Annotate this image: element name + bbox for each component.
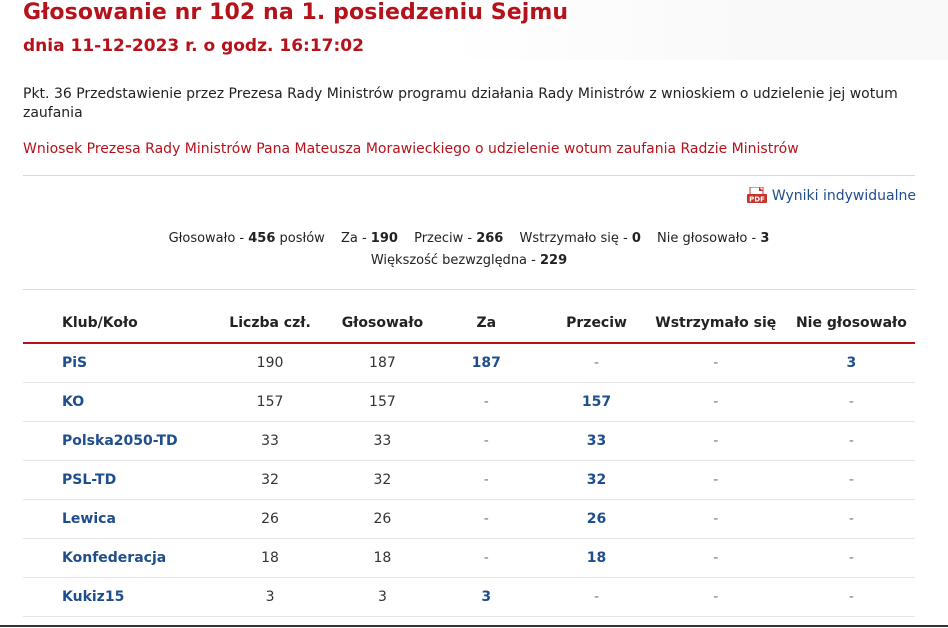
cell-absent: - [787, 460, 915, 500]
cell-abstain: - [643, 421, 788, 461]
cell-for[interactable]: 3 [423, 577, 550, 617]
club-link[interactable]: KO [23, 382, 199, 422]
bottom-border [0, 625, 948, 627]
table-row: Kukiz15 3 3 3- - - [23, 577, 915, 617]
cell-against[interactable]: 26 [549, 499, 644, 539]
abstain-value: 0 [631, 231, 641, 246]
page-title: Głosowanie nr 102 na 1. posiedzeniu Sejm… [23, 0, 569, 25]
cell-against[interactable]: 33 [549, 421, 644, 461]
cell-against[interactable]: 157 [549, 382, 644, 422]
abstain-label: Wstrzymało się - [519, 231, 628, 246]
club-link[interactable]: Lewica [23, 499, 199, 539]
cell-abstain: - [643, 499, 788, 539]
agenda-item-text: Pkt. 36 Przedstawienie przez Prezesa Rad… [23, 86, 898, 121]
club-link[interactable]: Kukiz15 [23, 577, 199, 617]
cell-voted: 157 [341, 382, 424, 422]
cell-members: 26 [198, 499, 342, 539]
cell-against: - [549, 577, 644, 617]
column-header-abstain[interactable]: Wstrzymało się [643, 303, 788, 344]
cell-voted: 33 [341, 421, 424, 461]
table-row: Konfederacja 18 18-18- - [23, 538, 915, 578]
cell-voted: 26 [341, 499, 424, 539]
cell-abstain: - [643, 577, 788, 617]
cell-voted: 187 [341, 343, 424, 383]
individual-results-pdf-link[interactable]: PDF Wyniki indywidualne [746, 186, 916, 205]
club-link[interactable]: PiS [23, 343, 199, 383]
cell-members: 33 [198, 421, 342, 461]
cell-members: 3 [198, 577, 342, 617]
for-value: 190 [370, 231, 398, 246]
voted-label: Głosowało - [168, 231, 245, 246]
cell-for: - [423, 421, 550, 461]
cell-absent[interactable]: 3 [787, 343, 915, 383]
cell-members: 32 [198, 460, 342, 500]
cell-voted: 3 [341, 577, 424, 617]
voted-suffix: posłów [279, 231, 325, 246]
cell-abstain: - [643, 460, 788, 500]
column-header-for[interactable]: Za [423, 303, 550, 344]
vote-summary: Głosowało - 456 posłów Za - 190 Przeciw … [0, 228, 938, 272]
for-label: Za - [340, 231, 367, 246]
against-label: Przeciw - [414, 231, 473, 246]
summary-line-1: Głosowało - 456 posłów Za - 190 Przeciw … [0, 228, 938, 250]
absent-label: Nie głosowało - [657, 231, 757, 246]
table-row: PSL-TD 32 32-32- - [23, 460, 915, 500]
divider [23, 175, 915, 176]
column-header-absent[interactable]: Nie głosowało [787, 303, 915, 344]
cell-absent: - [787, 538, 915, 578]
cell-absent: - [787, 577, 915, 617]
club-results-table: Klub/Koło Liczba czł. Głosowało Za Przec… [23, 303, 915, 617]
majority-value: 229 [539, 253, 568, 268]
cell-voted: 18 [341, 538, 424, 578]
cell-absent: - [787, 421, 915, 461]
club-link[interactable]: Polska2050-TD [23, 421, 199, 461]
cell-voted: 32 [341, 460, 424, 500]
table-row: PiS 190 187 187- -3 [23, 343, 915, 383]
cell-for: - [423, 460, 550, 500]
pdf-icon-text: PDF [749, 196, 765, 204]
header-background [448, 0, 948, 60]
cell-absent: - [787, 499, 915, 539]
cell-members: 18 [198, 538, 342, 578]
club-link[interactable]: Konfederacja [23, 538, 199, 578]
divider [23, 289, 915, 290]
against-value: 266 [476, 231, 504, 246]
table-row: Polska2050-TD 33 33-33- - [23, 421, 915, 461]
column-header-against[interactable]: Przeciw [549, 303, 644, 344]
cell-against: - [549, 343, 644, 383]
cell-abstain: - [643, 343, 788, 383]
club-link[interactable]: PSL-TD [23, 460, 199, 500]
table-header-row: Klub/Koło Liczba czł. Głosowało Za Przec… [23, 303, 915, 344]
column-header-members[interactable]: Liczba czł. [198, 303, 342, 344]
cell-for: - [423, 382, 550, 422]
absent-value: 3 [760, 231, 770, 246]
cell-absent: - [787, 382, 915, 422]
cell-for[interactable]: 187 [423, 343, 550, 383]
cell-against[interactable]: 32 [549, 460, 644, 500]
summary-line-2: Większość bezwzględna - 229 [0, 250, 938, 272]
motion-link[interactable]: Wniosek Prezesa Rady Ministrów Pana Mate… [23, 141, 799, 157]
cell-abstain: - [643, 538, 788, 578]
cell-members: 190 [198, 343, 342, 383]
table-row: KO 157 157-157- - [23, 382, 915, 422]
cell-against[interactable]: 18 [549, 538, 644, 578]
cell-for: - [423, 499, 550, 539]
pdf-icon: PDF [746, 186, 767, 205]
cell-members: 157 [198, 382, 342, 422]
table-row: Lewica 26 26-26- - [23, 499, 915, 539]
majority-label: Większość bezwzględna - [370, 253, 536, 268]
cell-for: - [423, 538, 550, 578]
cell-abstain: - [643, 382, 788, 422]
column-header-club[interactable]: Klub/Koło [23, 303, 199, 344]
pdf-link-label: Wyniki indywidualne [771, 188, 916, 204]
voted-value: 456 [248, 231, 276, 246]
voting-date: dnia 11-12-2023 r. o godz. 16:17:02 [23, 36, 364, 56]
column-header-voted[interactable]: Głosowało [341, 303, 424, 344]
